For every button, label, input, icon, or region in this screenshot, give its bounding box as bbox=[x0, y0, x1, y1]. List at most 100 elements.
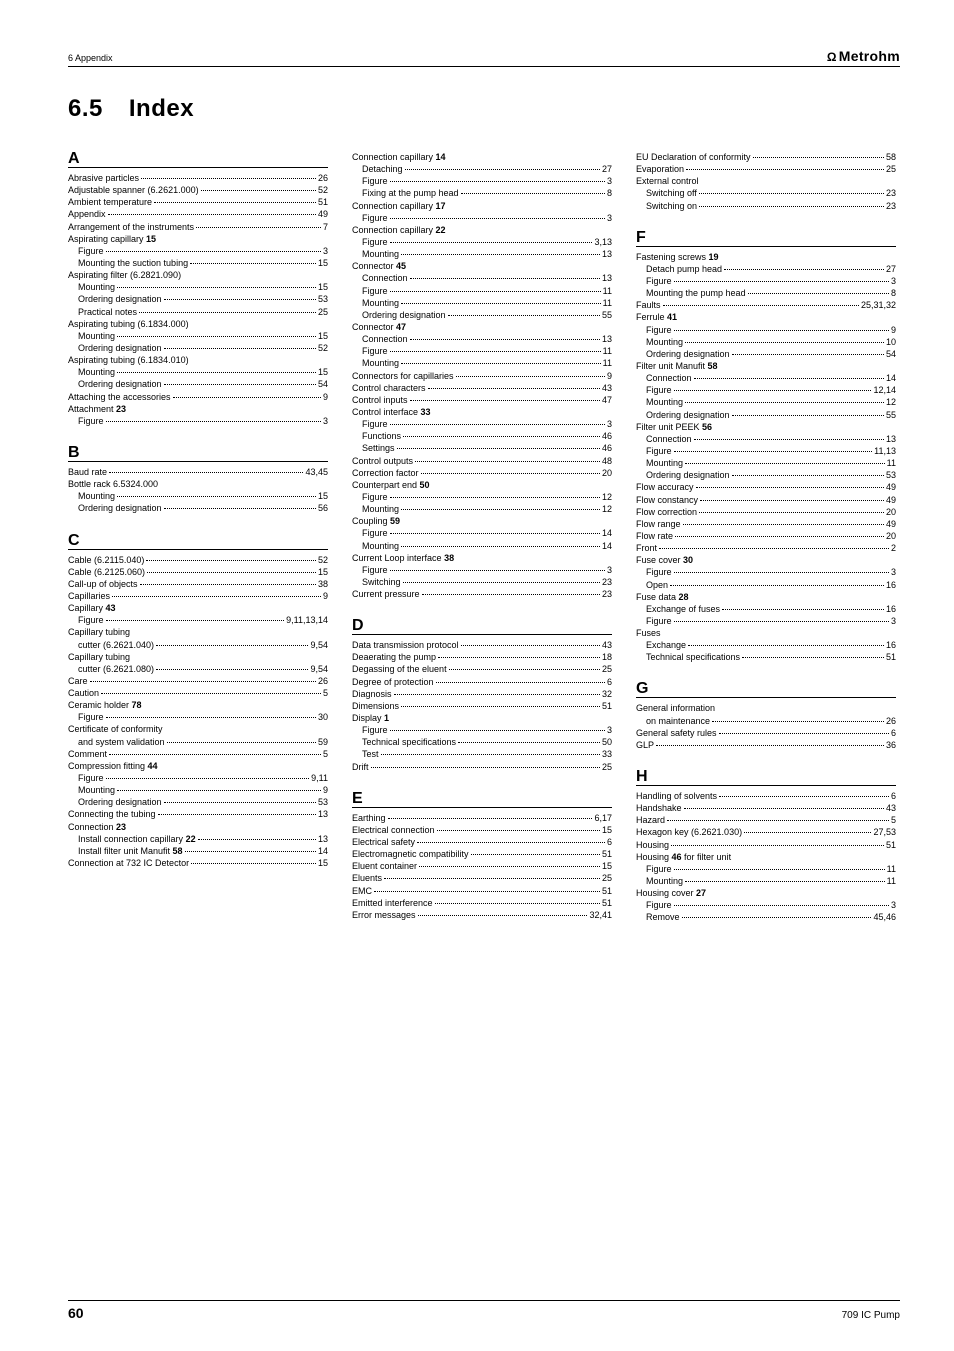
index-entry-page: 3,13 bbox=[594, 236, 612, 248]
index-group-head: Attachment 23 bbox=[68, 403, 328, 415]
leader-dots bbox=[671, 845, 884, 846]
index-entry-label: Figure bbox=[78, 415, 104, 427]
index-entry: Practical notes25 bbox=[68, 306, 328, 318]
index-entry-page: 9 bbox=[891, 324, 896, 336]
index-entry-label: Ordering designation bbox=[646, 409, 730, 421]
index-entry-label: GLP bbox=[636, 739, 654, 751]
index-entry-label: Adjustable spanner (6.2621.000) bbox=[68, 184, 199, 196]
leader-dots bbox=[732, 475, 884, 476]
index-entry-page: 11 bbox=[603, 357, 612, 369]
leader-dots bbox=[670, 585, 884, 586]
index-entry-label: Hexagon key (6.2621.030) bbox=[636, 826, 742, 838]
leader-dots bbox=[388, 818, 593, 819]
leader-dots bbox=[112, 596, 321, 597]
index-group-head: Display 1 bbox=[352, 712, 612, 724]
index-entry: Figure3 bbox=[68, 245, 328, 257]
index-entry-page: 26 bbox=[318, 675, 328, 687]
index-entry: Emitted interference51 bbox=[352, 897, 612, 909]
leader-dots bbox=[90, 681, 316, 682]
leader-dots bbox=[117, 372, 316, 373]
leader-dots bbox=[390, 181, 605, 182]
index-entry-label: Connection bbox=[646, 372, 692, 384]
index-entry-label: Mounting bbox=[362, 357, 399, 369]
index-entry-page: 20 bbox=[602, 467, 612, 479]
index-entry: Electrical safety6 bbox=[352, 836, 612, 848]
index-entry-page: 43 bbox=[886, 802, 896, 814]
index-entry-label: Mounting bbox=[78, 366, 115, 378]
brand-logo: ΩMetrohm bbox=[827, 48, 900, 64]
index-entry-page: 15 bbox=[318, 257, 328, 269]
index-entry-label: Connectors for capillaries bbox=[352, 370, 454, 382]
index-entry: Detaching27 bbox=[352, 163, 612, 175]
index-entry: Connection at 732 IC Detector15 bbox=[68, 857, 328, 869]
index-entry-page: 32 bbox=[602, 688, 612, 700]
index-letter: E bbox=[352, 791, 612, 808]
index-entry-page: 16 bbox=[886, 603, 896, 615]
index-letter: D bbox=[352, 618, 612, 635]
index-entry-label: Functions bbox=[362, 430, 401, 442]
index-entry-label: Flow constancy bbox=[636, 494, 698, 506]
index-entry-page: 51 bbox=[602, 700, 612, 712]
index-entry-label: Ordering designation bbox=[78, 342, 162, 354]
index-entry: Control inputs47 bbox=[352, 394, 612, 406]
index-entry-label: Mounting bbox=[78, 330, 115, 342]
index-entry-page: 6 bbox=[891, 727, 896, 739]
leader-dots bbox=[394, 694, 600, 695]
index-entry-page: 51 bbox=[602, 897, 612, 909]
index-entry-label: Degree of protection bbox=[352, 676, 434, 688]
index-entry-page: 10 bbox=[886, 336, 896, 348]
index-entry: Figure3 bbox=[352, 724, 612, 736]
index-entry-page: 15 bbox=[602, 860, 612, 872]
index-entry: Ordering designation53 bbox=[68, 796, 328, 808]
index-entry: cutter (6.2621.040)9,54 bbox=[68, 639, 328, 651]
index-entry: Ordering designation56 bbox=[68, 502, 328, 514]
index-entry-page: 9 bbox=[323, 391, 328, 403]
index-entry-label: Control characters bbox=[352, 382, 426, 394]
leader-dots bbox=[196, 227, 321, 228]
index-entry-page: 51 bbox=[602, 885, 612, 897]
leader-dots bbox=[384, 878, 600, 879]
index-entry-page: 25 bbox=[602, 761, 612, 773]
leader-dots bbox=[732, 415, 884, 416]
leader-dots bbox=[732, 354, 884, 355]
index-letter: H bbox=[636, 769, 896, 786]
index-entry: Figure3 bbox=[636, 899, 896, 911]
index-entry-label: General safety rules bbox=[636, 727, 717, 739]
index-entry-label: Cable (6.2115.040) bbox=[68, 554, 144, 566]
index-entry: Mounting11 bbox=[352, 297, 612, 309]
leader-dots bbox=[688, 645, 884, 646]
index-entry: Cable (6.2115.040)52 bbox=[68, 554, 328, 566]
index-entry-page: 3 bbox=[891, 615, 896, 627]
index-entry: Figure12 bbox=[352, 491, 612, 503]
index-entry-label: Install filter unit Manufit 58 bbox=[78, 845, 183, 857]
leader-dots bbox=[185, 851, 316, 852]
index-entry: Caution5 bbox=[68, 687, 328, 699]
index-entry-label: Mounting bbox=[646, 336, 683, 348]
index-entry: Figure9,11 bbox=[68, 772, 328, 784]
index-entry-label: Figure bbox=[78, 772, 104, 784]
index-group-head: Capillary tubing bbox=[68, 651, 328, 663]
leader-dots bbox=[421, 473, 600, 474]
index-entry-label: Install connection capillary 22 bbox=[78, 833, 196, 845]
index-entry: Figure11,13 bbox=[636, 445, 896, 457]
index-entry-label: Mounting bbox=[646, 457, 683, 469]
index-entry-page: 13 bbox=[602, 248, 612, 260]
leader-dots bbox=[471, 854, 600, 855]
index-entry-page: 52 bbox=[318, 342, 328, 354]
index-group-head: Control interface 33 bbox=[352, 406, 612, 418]
index-entry: Flow constancy49 bbox=[636, 494, 896, 506]
index-entry-page: 12 bbox=[602, 491, 612, 503]
index-entry: Figure3 bbox=[636, 615, 896, 627]
leader-dots bbox=[674, 390, 872, 391]
index-group-head: Ferrule 41 bbox=[636, 311, 896, 323]
index-entry-page: 55 bbox=[602, 309, 612, 321]
index-entry: Hazard5 bbox=[636, 814, 896, 826]
index-entry-label: Figure bbox=[362, 418, 388, 430]
index-entry-page: 5 bbox=[891, 814, 896, 826]
index-entry: Open16 bbox=[636, 579, 896, 591]
index-entry-label: Mounting bbox=[78, 281, 115, 293]
leader-dots bbox=[722, 609, 884, 610]
leader-dots bbox=[401, 706, 600, 707]
index-entry: Figure3 bbox=[352, 175, 612, 187]
leader-dots bbox=[401, 303, 601, 304]
